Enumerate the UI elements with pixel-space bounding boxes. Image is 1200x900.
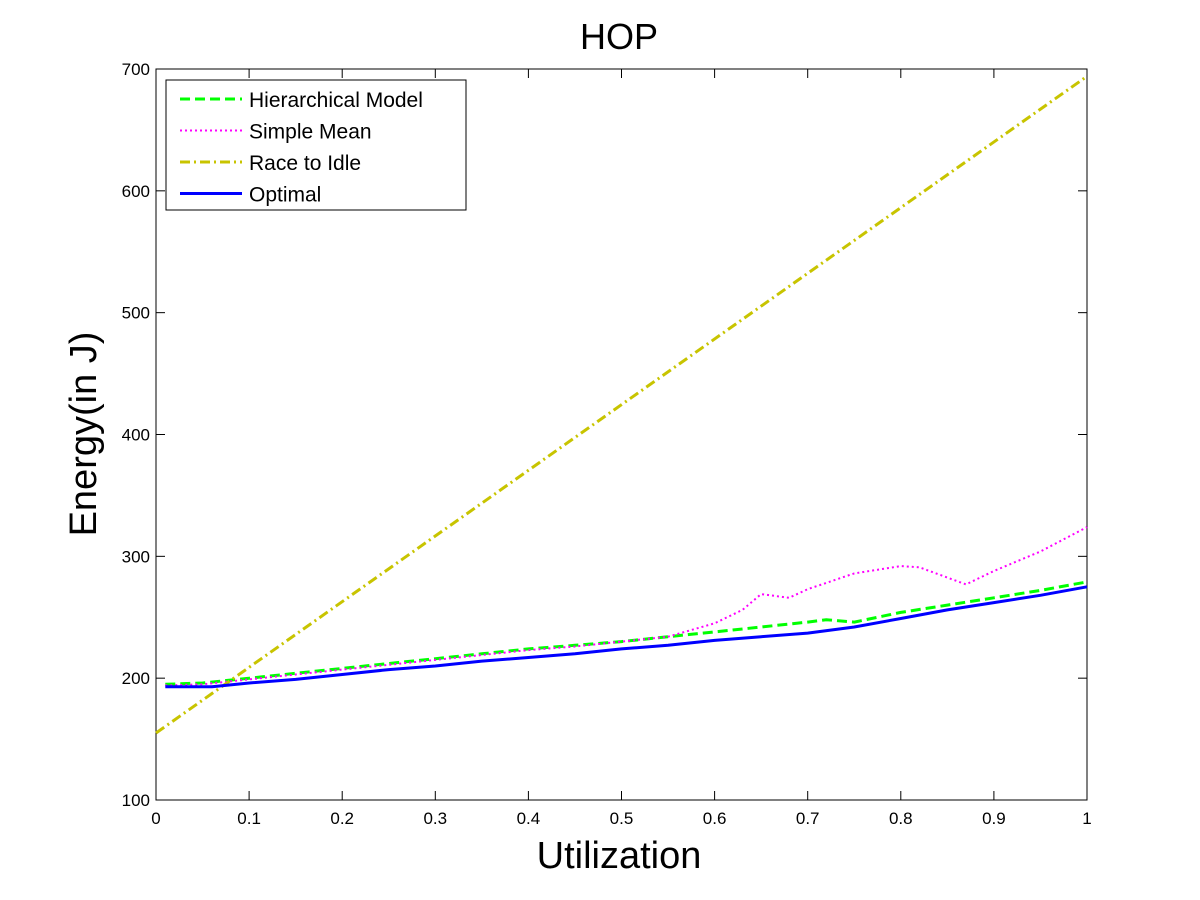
legend-label: Hierarchical Model	[249, 89, 423, 112]
y-tick-label: 200	[122, 669, 150, 688]
x-tick-label: 1	[1082, 809, 1091, 828]
y-tick-label: 600	[122, 182, 150, 201]
series-line-optimal	[165, 585, 1088, 689]
chart-title: HOP	[580, 16, 658, 57]
x-tick-label: 0.4	[517, 809, 541, 828]
legend-label: Optimal	[249, 184, 321, 207]
legend: Hierarchical Model Simple Mean Race to Idl…	[165, 79, 467, 211]
y-tick-label: 100	[122, 791, 150, 810]
x-tick-label: 0.9	[982, 809, 1006, 828]
x-tick-label: 0	[151, 809, 160, 828]
y-axis-title: Energy(in J)	[63, 332, 105, 537]
y-tick-label: 500	[122, 304, 150, 323]
y-axis: 100 200 300 400 500 600 700	[122, 60, 1087, 810]
x-tick-label: 0.3	[423, 809, 447, 828]
x-tick-label: 0.2	[330, 809, 354, 828]
x-axis-title: Utilization	[537, 835, 702, 877]
series-layer	[155, 75, 1088, 735]
legend-label: Race to Idle	[249, 152, 361, 175]
x-tick-label: 0.1	[237, 809, 261, 828]
legend-label: Simple Mean	[249, 121, 372, 144]
y-tick-label: 400	[122, 426, 150, 445]
y-tick-label: 300	[122, 547, 150, 566]
x-tick-label: 0.7	[796, 809, 820, 828]
x-tick-label: 0.5	[610, 809, 634, 828]
series-line-race-to-idle	[155, 75, 1088, 735]
x-tick-label: 0.8	[889, 809, 913, 828]
x-axis: 0 0.1 0.2 0.3 0.4 0.5 0.6 0.7 0.8 0.9 1	[151, 69, 1092, 828]
series-line-simple-mean	[165, 526, 1088, 687]
legend-box	[165, 79, 467, 211]
x-tick-label: 0.6	[703, 809, 727, 828]
y-tick-label: 700	[122, 60, 150, 79]
